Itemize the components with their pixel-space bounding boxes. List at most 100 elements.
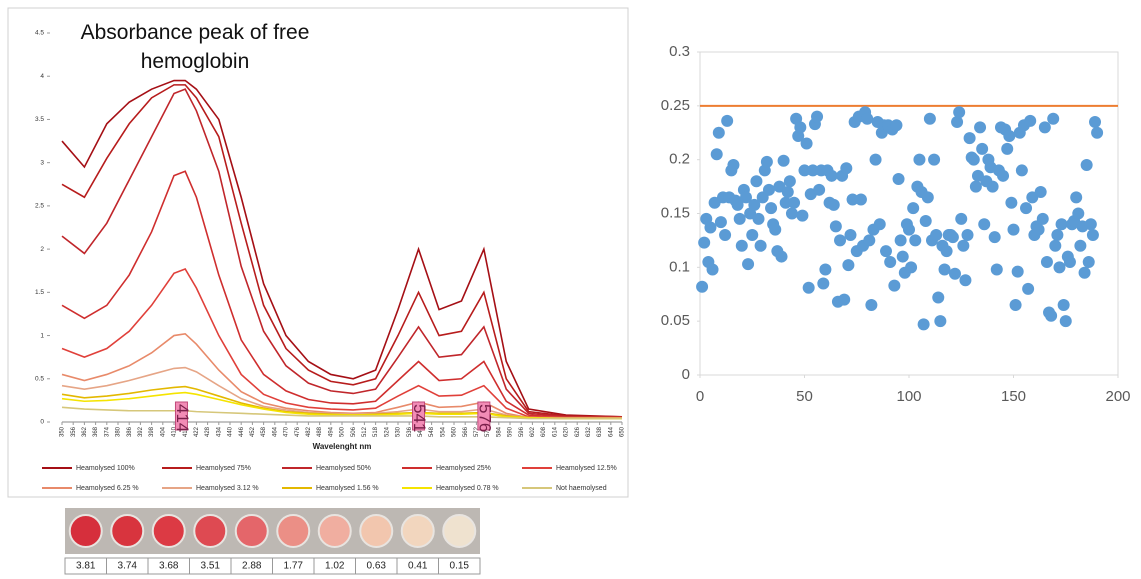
point bbox=[970, 181, 982, 193]
point bbox=[736, 240, 748, 252]
point bbox=[870, 154, 882, 166]
point bbox=[974, 121, 986, 133]
x-tick-label: 50 bbox=[796, 388, 813, 405]
point bbox=[939, 263, 951, 275]
x-tick-label: 584 bbox=[496, 426, 502, 437]
y-tick-label: 0 bbox=[40, 419, 44, 426]
point bbox=[1022, 283, 1034, 295]
point bbox=[865, 299, 877, 311]
x-tick-label: 200 bbox=[1105, 388, 1130, 405]
point bbox=[941, 245, 953, 257]
x-tick-label: 380 bbox=[116, 426, 122, 437]
x-axis-title: Wavelenght nm bbox=[313, 442, 372, 451]
point bbox=[769, 224, 781, 236]
y-tick-label: 4 bbox=[40, 73, 44, 80]
well bbox=[70, 515, 102, 547]
point bbox=[742, 258, 754, 270]
point bbox=[918, 318, 930, 330]
point bbox=[711, 148, 723, 160]
point bbox=[721, 115, 733, 127]
point bbox=[953, 106, 965, 118]
x-tick-label: 500 bbox=[340, 426, 346, 437]
legend-label: Heamolysed 0.78 % bbox=[436, 485, 499, 492]
point bbox=[750, 175, 762, 187]
point bbox=[957, 240, 969, 252]
point bbox=[955, 213, 967, 225]
point bbox=[1072, 208, 1084, 220]
point bbox=[788, 197, 800, 209]
y-tick-label: 2.5 bbox=[35, 203, 44, 210]
well bbox=[236, 515, 268, 547]
point bbox=[734, 213, 746, 225]
y-tick-label: 1 bbox=[40, 332, 44, 339]
y-tick-label: 0.2 bbox=[669, 151, 690, 168]
point bbox=[707, 263, 719, 275]
point bbox=[819, 263, 831, 275]
plate-value: 1.77 bbox=[284, 561, 304, 572]
point bbox=[978, 218, 990, 230]
point bbox=[1079, 267, 1091, 279]
plate-value: 0.63 bbox=[367, 561, 387, 572]
x-tick-label: 554 bbox=[440, 426, 446, 437]
x-tick-label: 482 bbox=[306, 426, 312, 437]
y-tick-label: 0.05 bbox=[661, 312, 690, 329]
legend-label: Heamolysed 25% bbox=[436, 465, 491, 472]
point bbox=[817, 277, 829, 289]
point bbox=[753, 213, 765, 225]
point bbox=[1058, 299, 1070, 311]
point bbox=[826, 170, 838, 182]
x-tick-label: 350 bbox=[60, 426, 66, 437]
x-tick-label: 422 bbox=[194, 426, 200, 437]
point bbox=[893, 173, 905, 185]
point bbox=[704, 221, 716, 233]
point bbox=[1020, 202, 1032, 214]
point bbox=[903, 224, 915, 236]
point bbox=[895, 234, 907, 246]
point bbox=[991, 263, 1003, 275]
point bbox=[796, 210, 808, 222]
y-tick-label: 0.5 bbox=[35, 375, 44, 382]
point bbox=[855, 194, 867, 206]
y-tick-label: 1.5 bbox=[35, 289, 44, 296]
annotation: Absorbance peak of free hemoglobin bbox=[70, 18, 320, 76]
x-tick-label: 374 bbox=[104, 426, 110, 437]
point bbox=[719, 229, 731, 241]
x-tick-label: 566 bbox=[463, 426, 469, 437]
x-tick-label: 530 bbox=[396, 426, 402, 437]
point bbox=[1056, 218, 1068, 230]
point bbox=[1012, 266, 1024, 278]
x-tick-label: 356 bbox=[71, 426, 77, 437]
point bbox=[838, 294, 850, 306]
point bbox=[1001, 143, 1013, 155]
spectrum-frame bbox=[8, 8, 628, 497]
point bbox=[932, 291, 944, 303]
x-tick-label: 368 bbox=[93, 426, 99, 437]
point bbox=[1039, 121, 1051, 133]
y-tick-label: 0.25 bbox=[661, 97, 690, 114]
legend-label: Heamolysed 3.12 % bbox=[196, 485, 259, 492]
peak-label: 414 bbox=[173, 404, 192, 432]
x-tick-label: 0 bbox=[696, 388, 704, 405]
point bbox=[1047, 113, 1059, 125]
y-tick-label: 2 bbox=[40, 246, 44, 253]
point bbox=[997, 170, 1009, 182]
point bbox=[1010, 299, 1022, 311]
y-tick-label: 4.5 bbox=[35, 30, 44, 37]
x-tick-label: 626 bbox=[575, 426, 581, 437]
point bbox=[928, 154, 940, 166]
point bbox=[696, 281, 708, 293]
point bbox=[813, 184, 825, 196]
x-tick-label: 428 bbox=[205, 426, 211, 437]
x-tick-label: 602 bbox=[530, 426, 536, 437]
legend-label: Heamolysed 100% bbox=[76, 465, 135, 472]
point bbox=[727, 159, 739, 171]
y-tick-label: 0.3 bbox=[669, 43, 690, 60]
point bbox=[830, 220, 842, 232]
point bbox=[755, 240, 767, 252]
point bbox=[840, 162, 852, 174]
point bbox=[1033, 224, 1045, 236]
well bbox=[443, 515, 475, 547]
x-tick-label: 150 bbox=[1001, 388, 1026, 405]
point bbox=[989, 231, 1001, 243]
point bbox=[1081, 159, 1093, 171]
